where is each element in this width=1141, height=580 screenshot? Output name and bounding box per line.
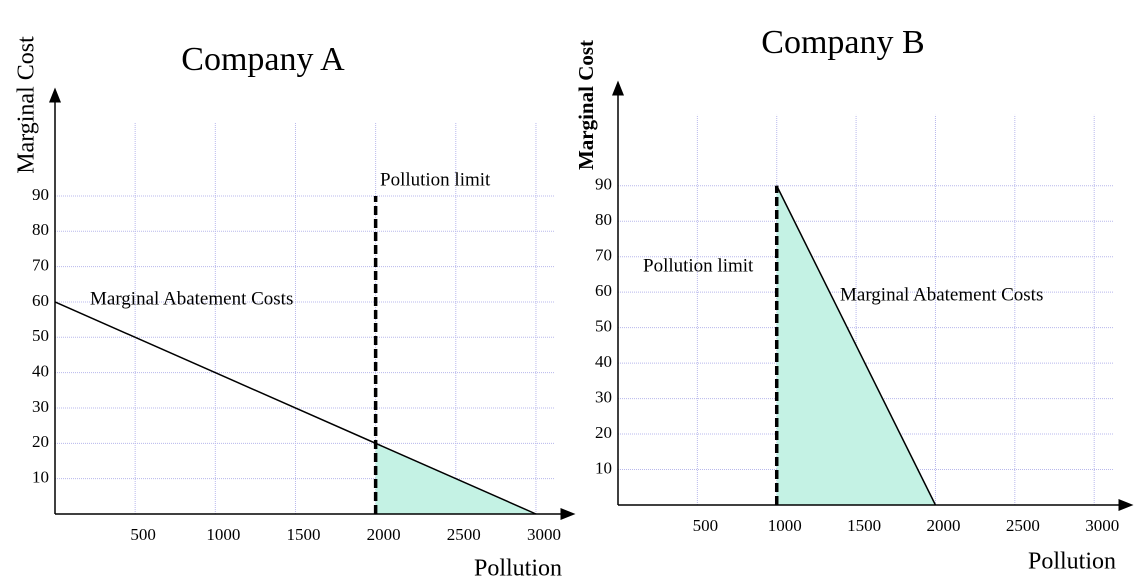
y-tick-label: 60 bbox=[595, 281, 612, 300]
y-tick-label: 70 bbox=[595, 246, 612, 265]
chart-title: Company B bbox=[761, 24, 924, 61]
y-tick-label: 80 bbox=[595, 210, 612, 229]
y-tick-label: 90 bbox=[595, 175, 612, 194]
chart-title: Company A bbox=[181, 41, 345, 78]
x-tick-label: 3000 bbox=[527, 525, 561, 544]
y-tick-label: 10 bbox=[32, 468, 49, 487]
y-tick-label: 40 bbox=[595, 352, 612, 371]
x-tick-label: 1000 bbox=[768, 516, 802, 535]
limit-label: Pollution limit bbox=[380, 169, 491, 190]
x-tick-label: 2000 bbox=[926, 516, 960, 535]
y-tick-label: 50 bbox=[595, 317, 612, 336]
y-tick-label: 60 bbox=[32, 291, 49, 310]
mac-line bbox=[776, 185, 937, 506]
y-tick-label: 20 bbox=[595, 423, 612, 442]
x-tick-label: 500 bbox=[130, 525, 156, 544]
y-tick-label: 50 bbox=[32, 326, 49, 345]
y-tick-label: 40 bbox=[32, 362, 49, 381]
x-tick-label: 2500 bbox=[447, 525, 481, 544]
y-tick-label: 90 bbox=[32, 185, 49, 204]
mac-label: Marginal Abatement Costs bbox=[90, 288, 293, 309]
y-axis-label: Marginal Cost bbox=[574, 40, 598, 170]
y-axis-label: Marginal Cost bbox=[14, 36, 40, 174]
x-tick-label: 2000 bbox=[367, 525, 401, 544]
mac-label: Marginal Abatement Costs bbox=[840, 284, 1043, 305]
limit-label: Pollution limit bbox=[643, 255, 754, 276]
x-axis-label: Pollution bbox=[474, 556, 562, 580]
x-tick-label: 1000 bbox=[206, 525, 240, 544]
x-axis-label: Pollution bbox=[1028, 549, 1116, 575]
y-tick-label: 80 bbox=[32, 220, 49, 239]
x-tick-label: 1500 bbox=[286, 525, 320, 544]
y-tick-label: 20 bbox=[32, 432, 49, 451]
x-tick-label: 2500 bbox=[1006, 516, 1040, 535]
y-tick-label: 30 bbox=[32, 397, 49, 416]
y-tick-label: 10 bbox=[595, 458, 612, 477]
x-tick-label: 500 bbox=[693, 516, 719, 535]
y-tick-label: 70 bbox=[32, 256, 49, 275]
y-tick-label: 30 bbox=[595, 387, 612, 406]
mac-line bbox=[54, 301, 537, 515]
x-tick-label: 1500 bbox=[847, 516, 881, 535]
x-tick-label: 3000 bbox=[1085, 516, 1119, 535]
